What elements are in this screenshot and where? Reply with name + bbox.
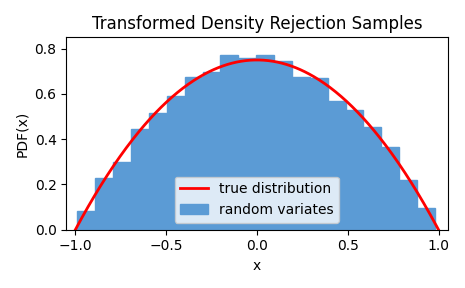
Bar	[220, 55, 239, 230]
Bar	[95, 177, 113, 230]
Title: Transformed Density Rejection Samples: Transformed Density Rejection Samples	[92, 15, 422, 33]
Bar	[364, 127, 381, 230]
Bar	[310, 78, 328, 230]
Bar	[167, 96, 185, 230]
Bar	[274, 61, 292, 230]
Bar	[345, 110, 364, 230]
Y-axis label: PDF(x): PDF(x)	[15, 110, 29, 157]
Bar	[328, 101, 345, 230]
Bar	[256, 55, 274, 230]
Bar	[113, 162, 131, 230]
Bar	[417, 208, 435, 230]
Bar	[239, 58, 256, 230]
X-axis label: x: x	[253, 259, 261, 273]
Bar	[399, 180, 417, 230]
Legend: true distribution, random variates: true distribution, random variates	[175, 177, 339, 223]
Bar	[203, 72, 220, 230]
Bar	[381, 147, 399, 230]
Bar	[149, 113, 167, 230]
Bar	[131, 128, 149, 230]
Bar	[78, 211, 95, 230]
Bar	[292, 77, 310, 230]
Bar	[185, 77, 203, 230]
